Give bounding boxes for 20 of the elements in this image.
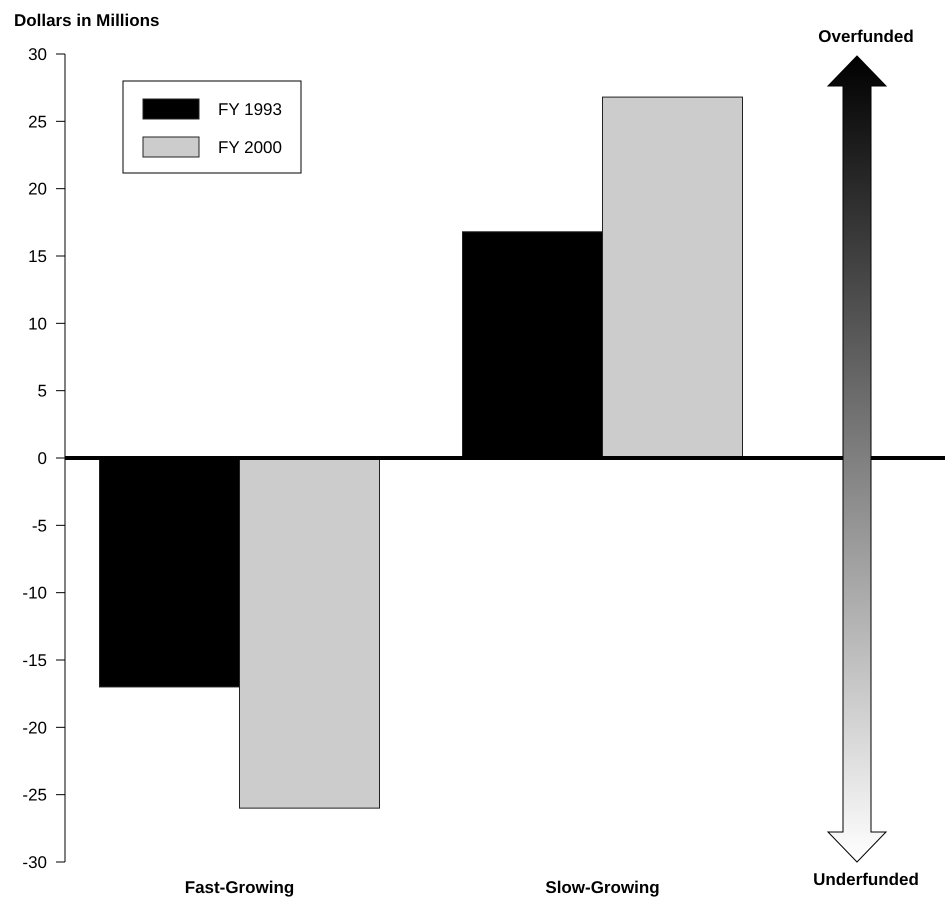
y-tick-label: -20 <box>22 718 47 738</box>
y-tick-label: -10 <box>22 584 47 603</box>
y-tick-label: -30 <box>22 852 47 872</box>
y-tick-label: 5 <box>38 382 47 401</box>
y-tick-label: -25 <box>22 786 47 805</box>
y-tick-label: 0 <box>38 448 47 468</box>
y-tick-label: -15 <box>22 650 47 670</box>
text: Overfunded <box>818 27 914 46</box>
y-tick-label: -5 <box>32 516 47 536</box>
y-tick-label: 10 <box>28 314 47 334</box>
legend-label: FY 1993 <box>218 100 282 119</box>
y-tick-label: 20 <box>28 180 47 199</box>
y-tick-label: 15 <box>28 246 47 266</box>
text: Underfunded <box>813 870 919 889</box>
y-tick-label: 25 <box>28 112 47 132</box>
x-tick-label: Fast-Growing <box>184 878 294 897</box>
x-tick-label: Slow-Growing <box>545 878 660 897</box>
legend-label: FY 2000 <box>218 138 282 157</box>
y-axis-title: Dollars in Millions <box>14 11 160 30</box>
y-tick-label: 30 <box>28 44 47 64</box>
